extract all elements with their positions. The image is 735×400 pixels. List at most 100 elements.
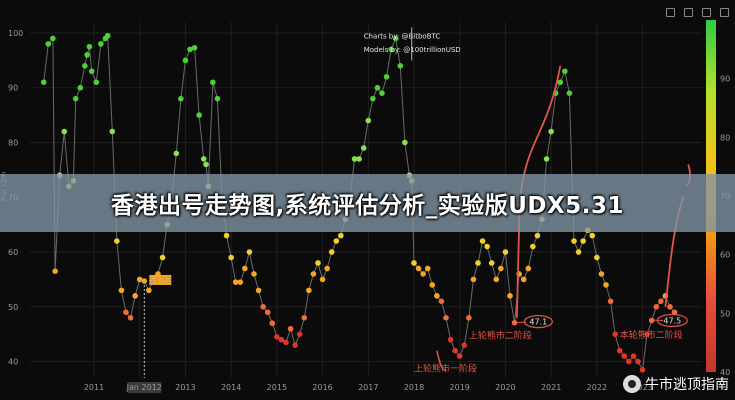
x-tick-label: 2021 (541, 383, 561, 392)
data-point (328, 249, 335, 255)
data-point (182, 57, 189, 64)
data-point (434, 293, 440, 299)
data-point (274, 334, 280, 340)
y-tick-label: 50 (8, 303, 18, 312)
camera-icon[interactable] (666, 8, 675, 17)
y-tick-label: 100 (8, 29, 23, 38)
pan-icon[interactable] (702, 8, 711, 17)
data-point (580, 238, 586, 244)
data-point (402, 139, 408, 146)
data-point (671, 309, 678, 316)
data-point (333, 238, 340, 244)
data-point (438, 298, 445, 305)
data-point (88, 68, 95, 75)
x-tick-label: 2018 (404, 383, 424, 392)
annotation-label: 上轮熊市一阶段 (414, 362, 477, 374)
data-point (653, 304, 660, 310)
data-point (429, 282, 436, 288)
x-tick-label: 2020 (495, 383, 515, 392)
data-point (452, 347, 458, 354)
data-point (264, 309, 271, 316)
data-point (493, 276, 500, 283)
data-point (603, 282, 609, 288)
data-point (466, 314, 472, 321)
data-point (123, 309, 129, 316)
data-point (98, 41, 104, 47)
data-point (287, 325, 294, 332)
data-point (283, 339, 289, 346)
data-point (635, 358, 641, 365)
zoom-icon[interactable] (684, 8, 693, 17)
data-point (178, 95, 184, 102)
data-point (370, 95, 376, 102)
data-point (52, 268, 58, 275)
watermark-text: 牛市逃顶指南 (645, 377, 729, 393)
reset-icon[interactable] (720, 8, 729, 17)
y-tick-label: 40 (8, 358, 18, 367)
annotation-stroke (436, 350, 447, 371)
data-point (251, 271, 257, 277)
data-point (488, 260, 495, 266)
data-point (415, 265, 422, 272)
watermark: 牛市逃顶指南 (623, 374, 729, 394)
data-point (61, 128, 68, 135)
data-point (203, 161, 209, 168)
data-point (84, 52, 90, 58)
data-point (621, 353, 628, 359)
annotation-stroke (516, 321, 527, 324)
highlight-box (149, 274, 172, 285)
data-point (127, 314, 134, 321)
data-point (260, 304, 266, 310)
data-point (93, 79, 100, 86)
data-point (548, 128, 554, 135)
data-point (447, 336, 454, 343)
data-point (315, 260, 321, 266)
data-point (639, 366, 646, 373)
data-point (443, 314, 449, 321)
cursor-date-box (127, 382, 162, 393)
data-point (360, 145, 367, 151)
x-tick-label: 2011 (84, 383, 104, 392)
data-point (104, 32, 111, 39)
data-point (269, 320, 276, 327)
data-point (214, 95, 221, 102)
colorbar-tick-label: 50 (720, 309, 730, 318)
data-point (232, 279, 239, 285)
data-point (630, 353, 637, 359)
data-point (525, 265, 532, 272)
data-point (255, 287, 262, 294)
data-point (319, 276, 326, 283)
y-tick-label: 90 (8, 84, 18, 93)
x-tick-label: 2019 (450, 383, 470, 392)
data-point (77, 84, 84, 91)
data-point (50, 35, 56, 42)
data-point (146, 287, 152, 294)
data-point (388, 46, 394, 53)
data-point (667, 304, 673, 310)
data-point (109, 128, 116, 135)
colorbar-tick-label: 90 (720, 75, 730, 84)
data-point (511, 319, 518, 326)
data-point (575, 249, 582, 255)
weibo-logo-icon (623, 375, 641, 393)
annotation-value: 47.1 (529, 318, 547, 327)
data-point (278, 336, 285, 343)
x-tick-label: 2023 (632, 383, 652, 392)
data-point (392, 35, 399, 42)
data-point (534, 232, 541, 239)
data-point (228, 254, 234, 261)
annotation-label: 本轮熊市二阶段 (620, 329, 683, 341)
data-point (114, 238, 120, 244)
data-point (498, 265, 504, 272)
data-point (598, 271, 605, 277)
data-point (456, 353, 463, 359)
data-point (520, 276, 527, 283)
data-point (607, 298, 614, 305)
data-point (136, 276, 143, 283)
data-point (82, 63, 88, 69)
annotation-circle (523, 314, 553, 329)
data-point (40, 79, 47, 86)
data-point (86, 43, 93, 50)
data-point (626, 358, 632, 365)
data-point (118, 287, 125, 294)
